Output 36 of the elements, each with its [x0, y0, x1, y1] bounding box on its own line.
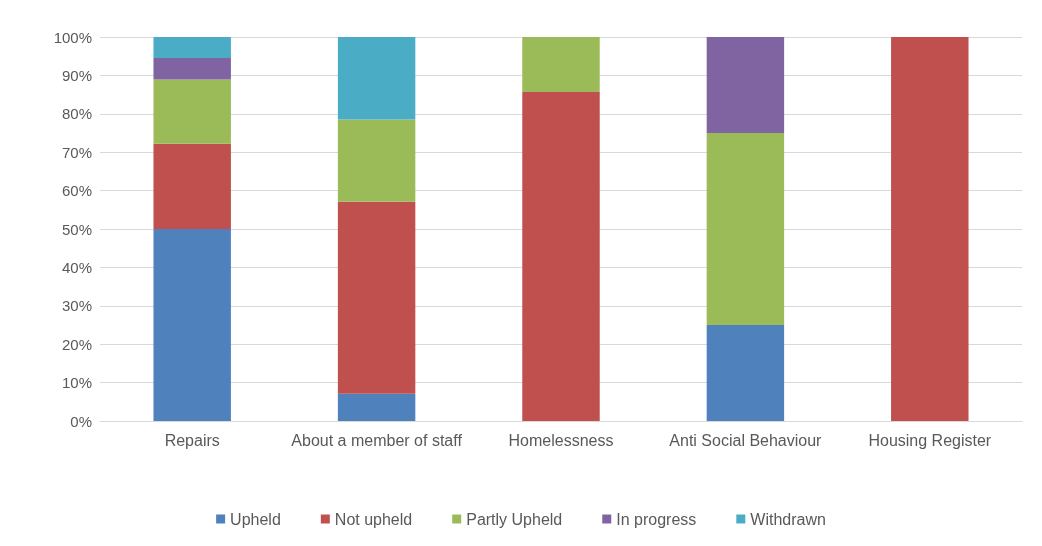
legend-label: Withdrawn [750, 510, 826, 528]
x-tick-label: About a member of staff [291, 431, 463, 449]
bar [706, 325, 785, 421]
legend-label: Not upheld [334, 510, 413, 528]
x-tick-label: Housing Register [868, 431, 992, 449]
bar [337, 393, 416, 421]
bar [706, 37, 785, 133]
x-tick-label: Anti Social Behaviour [669, 431, 823, 449]
bar [153, 58, 231, 80]
y-tick-label: 60% [61, 182, 92, 200]
y-tick-label: 30% [61, 297, 92, 315]
y-tick-label: 50% [61, 220, 92, 238]
y-tick-label: 10% [61, 374, 92, 392]
bar [706, 133, 785, 325]
y-tick-label: 40% [61, 258, 92, 276]
bar [337, 37, 416, 120]
bar [337, 119, 416, 202]
y-tick-label: 20% [61, 335, 92, 353]
bar [153, 143, 231, 229]
legend-label: Partly Upheld [466, 510, 563, 528]
legend-label: Upheld [230, 510, 281, 528]
legend-label: In progress [616, 510, 697, 528]
bar [153, 37, 231, 59]
y-tick-label: 100% [53, 28, 92, 46]
y-tick-label: 70% [61, 143, 92, 161]
bar [153, 229, 231, 421]
bar [891, 37, 969, 421]
y-tick-label: 90% [61, 66, 92, 84]
bar [337, 201, 416, 394]
y-tick-label: 80% [61, 105, 92, 123]
x-tick-label: Repairs [164, 431, 220, 449]
bar [153, 79, 231, 144]
x-tick-label: Homelessness [508, 431, 614, 449]
bar [522, 91, 600, 421]
bar [522, 37, 600, 92]
y-tick-label: 0% [70, 412, 92, 430]
